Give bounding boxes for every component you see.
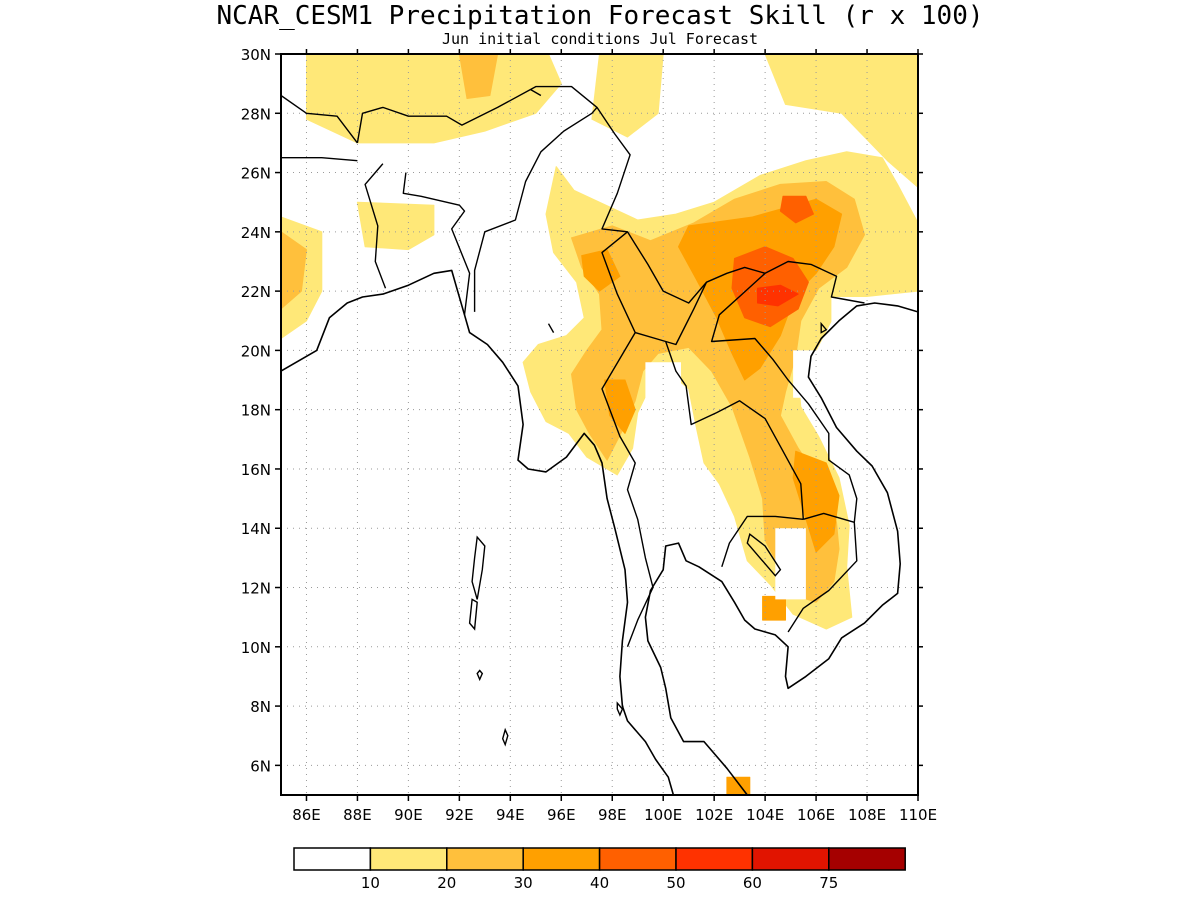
island-outline [820, 321, 828, 334]
country-border [281, 94, 358, 144]
lat-tick-label: 24N [241, 224, 271, 242]
colorbar-swatch [446, 847, 524, 871]
skill-region-level-3 [726, 776, 751, 795]
lat-tick-label: 8N [250, 698, 271, 716]
island-outline [501, 727, 509, 747]
lon-tick-label: 110E [899, 806, 937, 824]
colorbar: 10 20 30 40 50 60 75 [293, 847, 906, 892]
lat-tick-label: 14N [241, 520, 271, 538]
missing-data-patch [831, 297, 873, 351]
lon-tick-label: 102E [695, 806, 733, 824]
country-border [402, 172, 460, 206]
lat-tick-label: 26N [241, 165, 271, 183]
country-border [665, 341, 804, 520]
country-border [601, 332, 654, 648]
lon-tick-label: 98E [598, 806, 627, 824]
skill-region-level-3 [581, 249, 621, 292]
lon-axis: 86E 88E 90E 92E 94E 96E 98E 100E 102E 104E 106E 108… [292, 49, 937, 824]
coastline [281, 269, 675, 795]
lon-tick-label: 108E [848, 806, 886, 824]
lat-tick-label: 28N [241, 105, 271, 123]
skill-region-level-1 [356, 201, 435, 251]
skill-region-level-1 [591, 54, 664, 138]
country-border [364, 163, 387, 289]
country-border [601, 231, 708, 346]
lon-tick-label: 90E [394, 806, 423, 824]
island-outline [468, 598, 478, 631]
colorbar-swatch [522, 847, 601, 871]
island-outline [746, 533, 782, 577]
skill-shading-layer [281, 54, 918, 795]
country-border [451, 204, 471, 315]
skill-region-level-3 [604, 379, 636, 434]
lon-tick-label: 88E [343, 806, 372, 824]
lat-tick-label: 6N [250, 757, 271, 775]
lon-tick-label: 104E [746, 806, 784, 824]
skill-region-level-1 [306, 54, 562, 144]
chart-title: NCAR_CESM1 Precipitation Forecast Skill … [216, 1, 983, 31]
country-border [281, 156, 358, 162]
country-border [473, 106, 598, 312]
colorbar-label: 40 [590, 874, 609, 892]
colorbar-swatch [675, 847, 754, 871]
coastlines-and-borders [281, 85, 918, 795]
country-border [787, 512, 858, 633]
island-outline [616, 701, 624, 717]
skill-region-level-4 [779, 195, 814, 224]
missing-data-patch [793, 350, 819, 398]
skill-region-level-2 [281, 231, 307, 310]
missing-data-mask [645, 297, 873, 600]
graticule [281, 54, 918, 795]
missing-data-patch [775, 528, 806, 600]
colorbar-swatch [751, 847, 830, 871]
skill-region-level-5 [757, 284, 799, 307]
lon-tick-label: 94E [496, 806, 525, 824]
lat-tick-label: 22N [241, 283, 271, 301]
colorbar-swatch [293, 847, 372, 871]
island-outline [471, 535, 486, 600]
skill-region-level-3 [762, 595, 786, 621]
colorbar-swatch [828, 847, 906, 871]
skill-region-level-3 [792, 450, 840, 553]
lon-tick-label: 96E [547, 806, 576, 824]
lat-tick-label: 18N [241, 402, 271, 420]
colorbar-label: 20 [437, 874, 456, 892]
country-border [710, 272, 858, 523]
map-frame [280, 53, 919, 796]
skill-region-level-2 [458, 54, 499, 99]
lat-tick-label: 16N [241, 461, 271, 479]
lat-tick-label: 10N [241, 639, 271, 657]
lat-tick-label: 30N [241, 46, 271, 64]
lat-axis: 6N 8N 10N 12N 14N 16N 18N 20N 22N 24N 26N 28N 30N [241, 46, 923, 775]
island-outline [530, 88, 542, 97]
island-outline [476, 669, 484, 682]
colorbar-label: 30 [514, 874, 533, 892]
country-border [356, 85, 865, 304]
lat-tick-label: 20N [241, 342, 271, 360]
lon-tick-label: 100E [644, 806, 682, 824]
colorbar-swatch [369, 847, 448, 871]
colorbar-swatch [598, 847, 677, 871]
colorbar-label: 75 [819, 874, 838, 892]
chart-subtitle: Jun initial conditions Jul Forecast [442, 30, 758, 48]
skill-region-level-1 [764, 54, 918, 188]
island-outline [547, 323, 555, 333]
country-border [721, 515, 804, 568]
lon-tick-label: 92E [445, 806, 474, 824]
map-plot-area [281, 54, 918, 795]
colorbar-label: 50 [666, 874, 685, 892]
lon-tick-label: 86E [292, 806, 321, 824]
lon-tick-label: 106E [797, 806, 835, 824]
coastline [644, 302, 918, 795]
colorbar-label: 60 [743, 874, 762, 892]
lat-tick-label: 12N [241, 580, 271, 598]
colorbar-label: 10 [361, 874, 380, 892]
missing-data-patch [645, 362, 681, 428]
